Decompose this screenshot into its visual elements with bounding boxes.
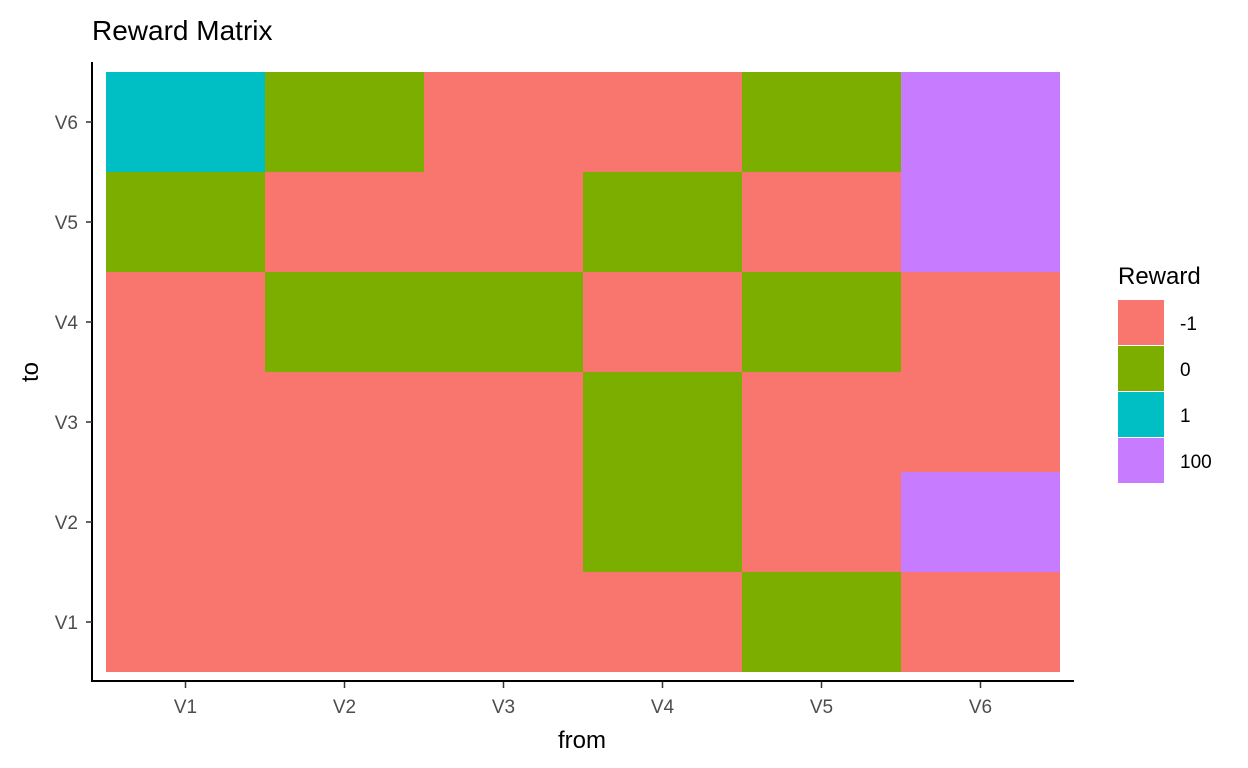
x-tick-label: V1 xyxy=(174,697,197,718)
y-tick-label: V5 xyxy=(55,213,78,234)
heatmap-cell-V4-V6 xyxy=(583,72,742,172)
legend-key xyxy=(1118,392,1164,437)
heatmap-cell-V6-V3 xyxy=(901,372,1060,472)
legend-title: Reward xyxy=(1118,263,1201,290)
heatmap-cell-V1-V4 xyxy=(106,272,265,372)
x-tick-label: V2 xyxy=(333,697,356,718)
heatmap-cell-V2-V3 xyxy=(265,372,424,472)
heatmap-cell-V1-V5 xyxy=(106,172,265,272)
x-tick-label: V5 xyxy=(810,697,833,718)
x-axis-ticks: V1 V2 V3 V4 V5 V6 xyxy=(174,682,992,718)
heatmap-cells xyxy=(106,72,1060,672)
heatmap-cell-V4-V1 xyxy=(583,572,742,672)
heatmap-cell-V1-V3 xyxy=(106,372,265,472)
heatmap-cell-V4-V4 xyxy=(583,272,742,372)
y-tick-label: V1 xyxy=(55,613,78,634)
x-axis-title: from xyxy=(558,727,606,754)
heatmap-cell-V3-V5 xyxy=(424,172,583,272)
heatmap-cell-V2-V4 xyxy=(265,272,424,372)
heatmap-cell-V5-V1 xyxy=(742,572,901,672)
legend-label: 1 xyxy=(1180,406,1191,427)
legend-label: -1 xyxy=(1180,314,1197,335)
heatmap-cell-V4-V3 xyxy=(583,372,742,472)
chart-title: Reward Matrix xyxy=(92,15,272,46)
y-axis-title: to xyxy=(17,362,44,382)
heatmap-cell-V3-V6 xyxy=(424,72,583,172)
heatmap-cell-V3-V3 xyxy=(424,372,583,472)
legend-key xyxy=(1118,438,1164,483)
y-tick-label: V2 xyxy=(55,513,78,534)
heatmap-cell-V6-V6 xyxy=(901,72,1060,172)
heatmap-cell-V2-V6 xyxy=(265,72,424,172)
heatmap-cell-V6-V2 xyxy=(901,472,1060,572)
legend-key xyxy=(1118,300,1164,345)
heatmap-cell-V5-V2 xyxy=(742,472,901,572)
heatmap-cell-V1-V6 xyxy=(106,72,265,172)
heatmap-cell-V3-V4 xyxy=(424,272,583,372)
heatmap-cell-V3-V2 xyxy=(424,472,583,572)
legend-label: 100 xyxy=(1180,452,1212,473)
heatmap-cell-V6-V1 xyxy=(901,572,1060,672)
x-tick-label: V6 xyxy=(969,697,992,718)
heatmap-cell-V1-V1 xyxy=(106,572,265,672)
heatmap-cell-V2-V5 xyxy=(265,172,424,272)
heatmap-cell-V4-V2 xyxy=(583,472,742,572)
legend: Reward -1 0 1 100 xyxy=(1118,263,1212,483)
x-tick-label: V3 xyxy=(492,697,515,718)
y-tick-label: V3 xyxy=(55,413,78,434)
y-tick-label: V4 xyxy=(55,313,79,334)
heatmap-cell-V6-V5 xyxy=(901,172,1060,272)
heatmap-cell-V1-V2 xyxy=(106,472,265,572)
y-tick-label: V6 xyxy=(55,113,78,134)
heatmap-cell-V2-V1 xyxy=(265,572,424,672)
heatmap-cell-V5-V6 xyxy=(742,72,901,172)
heatmap-cell-V5-V4 xyxy=(742,272,901,372)
heatmap-cell-V5-V3 xyxy=(742,372,901,472)
legend-label: 0 xyxy=(1180,360,1191,381)
heatmap-cell-V3-V1 xyxy=(424,572,583,672)
legend-key xyxy=(1118,346,1164,391)
heatmap-cell-V5-V5 xyxy=(742,172,901,272)
heatmap-cell-V6-V4 xyxy=(901,272,1060,372)
x-tick-label: V4 xyxy=(651,697,675,718)
heatmap-cell-V4-V5 xyxy=(583,172,742,272)
y-axis-ticks: V1 V2 V3 V4 V5 V6 xyxy=(55,113,92,634)
heatmap-cell-V2-V2 xyxy=(265,472,424,572)
